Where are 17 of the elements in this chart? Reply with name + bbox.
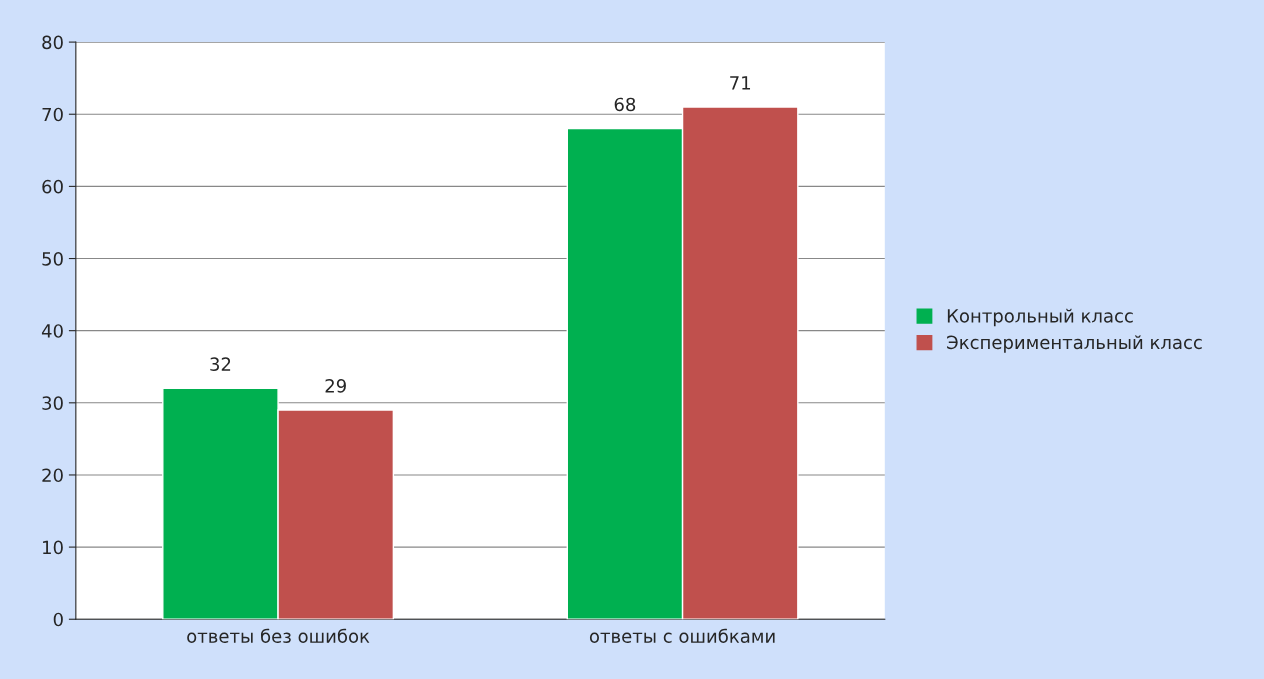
y-tick-label: 0 (53, 612, 63, 627)
y-tick-label: 20 (42, 468, 63, 483)
y-tick-label: 60 (42, 179, 63, 194)
y-tick-label: 70 (42, 107, 63, 122)
legend-label: Экспериментальный класс (947, 335, 1202, 353)
data-label: 32 (210, 357, 231, 371)
x-tick-label: ответы без ошибок (187, 628, 370, 643)
data-label: 68 (614, 97, 636, 112)
data-label: 71 (730, 76, 751, 90)
x-tick-label: ответы с ошибками (589, 628, 775, 643)
y-tick-label: 40 (41, 324, 63, 338)
y-tick-label: 30 (42, 396, 63, 410)
data-label: 29 (325, 378, 346, 393)
y-tick-label: 10 (43, 540, 63, 555)
y-tick-label: 80 (42, 35, 63, 50)
y-tick-label: 50 (42, 251, 63, 266)
legend-label: Контрольный класс (947, 308, 1133, 327)
